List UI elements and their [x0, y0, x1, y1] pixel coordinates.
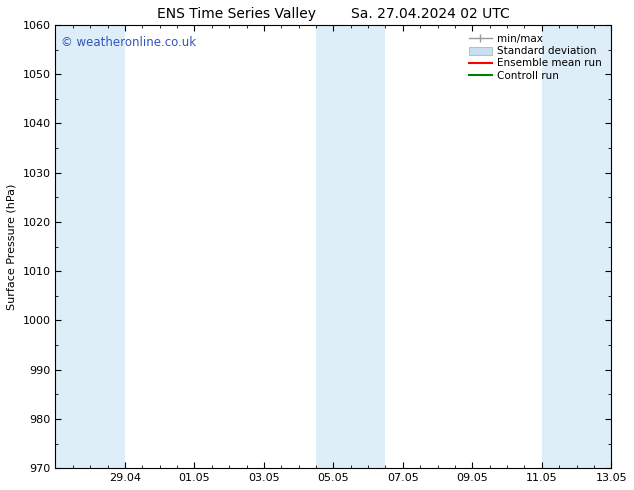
Bar: [316, 25, 385, 468]
Text: © weatheronline.co.uk: © weatheronline.co.uk: [61, 36, 196, 49]
Bar: [56, 25, 125, 468]
Legend: min/max, Standard deviation, Ensemble mean run, Controll run: min/max, Standard deviation, Ensemble me…: [465, 30, 606, 85]
Title: ENS Time Series Valley        Sa. 27.04.2024 02 UTC: ENS Time Series Valley Sa. 27.04.2024 02…: [157, 7, 510, 21]
Y-axis label: Surface Pressure (hPa): Surface Pressure (hPa): [7, 183, 17, 310]
Bar: [542, 25, 611, 468]
